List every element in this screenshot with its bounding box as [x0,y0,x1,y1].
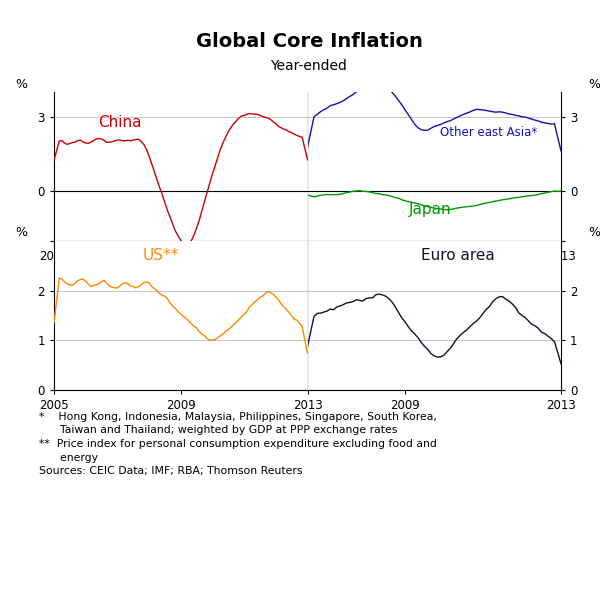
Text: China: China [98,115,142,130]
Text: Japan: Japan [409,202,452,217]
Text: Global Core Inflation: Global Core Inflation [196,32,422,51]
Text: %: % [588,78,600,90]
Text: %: % [15,78,27,90]
Text: Year-ended: Year-ended [271,58,347,73]
Text: %: % [15,227,27,239]
Text: Euro area: Euro area [421,248,494,263]
Text: Other east Asia*: Other east Asia* [440,126,538,139]
Text: US**: US** [143,248,179,263]
Text: *    Hong Kong, Indonesia, Malaysia, Philippines, Singapore, South Korea,
      : * Hong Kong, Indonesia, Malaysia, Philip… [39,412,437,476]
Text: %: % [588,227,600,239]
